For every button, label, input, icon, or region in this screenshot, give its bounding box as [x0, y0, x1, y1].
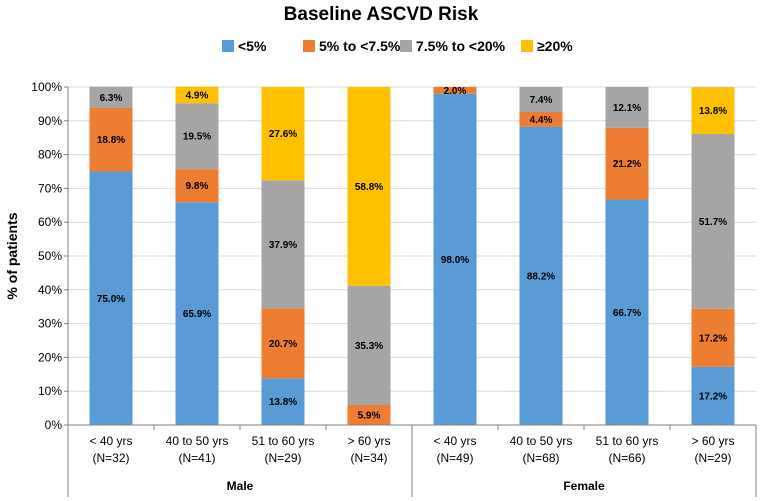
data-label: 6.3%	[100, 93, 123, 104]
data-label: 17.2%	[699, 391, 727, 402]
y-tick-label: 0%	[45, 418, 63, 432]
bar-segment	[175, 169, 219, 203]
x-tick-sublabel: (N=32)	[92, 451, 129, 465]
x-tick-label: 51 to 60 yrs	[252, 434, 315, 448]
x-tick-label: > 60 yrs	[347, 434, 390, 448]
chart-title: Baseline ASCVD Risk	[284, 4, 479, 25]
bar-segment	[433, 93, 477, 425]
data-label: 88.2%	[527, 271, 555, 282]
bar-segment	[691, 133, 735, 309]
legend-item: <5%	[222, 38, 267, 54]
y-tick-label: 30%	[38, 317, 62, 331]
y-tick-label: 90%	[38, 114, 62, 128]
legend-swatch	[521, 40, 533, 52]
legend-label: 5% to <7.5%	[319, 38, 401, 54]
x-tick-sublabel: (N=29)	[264, 451, 301, 465]
group-label: Male	[227, 479, 254, 493]
y-tick-label: 50%	[38, 249, 62, 263]
bar-segment	[89, 171, 133, 425]
data-label: 4.9%	[186, 90, 209, 101]
data-label: 66.7%	[613, 308, 641, 319]
legend-item: 7.5% to <20%	[400, 38, 506, 54]
x-tick-label: < 40 yrs	[89, 434, 132, 448]
bar-segment	[605, 199, 649, 425]
y-tick-label: 20%	[38, 350, 62, 364]
legend-label: <5%	[238, 38, 267, 54]
x-tick-label: < 40 yrs	[433, 434, 476, 448]
legend: <5% 5% to <7.5% 7.5% to <20% ≥20%	[222, 38, 573, 54]
x-tick-sublabel: (N=34)	[350, 451, 387, 465]
bar-segment	[89, 107, 133, 172]
legend-swatch	[400, 40, 412, 52]
data-label: 7.4%	[530, 95, 553, 106]
data-label: 37.9%	[269, 240, 297, 251]
legend-item: ≥20%	[521, 38, 573, 54]
x-tick-sublabel: (N=66)	[608, 451, 645, 465]
x-tick-sublabel: (N=41)	[178, 451, 215, 465]
group-label: Female	[563, 479, 605, 493]
x-tick-label: 40 to 50 yrs	[166, 434, 229, 448]
x-tick-label: 51 to 60 yrs	[596, 434, 659, 448]
data-label: 19.5%	[183, 132, 211, 143]
bar-segment	[89, 86, 133, 108]
data-label: 12.1%	[613, 103, 641, 114]
bar-segment	[433, 87, 477, 94]
bar-segment	[261, 378, 305, 425]
legend-label: 7.5% to <20%	[416, 38, 506, 54]
bar-segment	[691, 366, 735, 425]
y-tick-label: 40%	[38, 283, 62, 297]
bar-segment	[519, 126, 563, 425]
data-label: 75.0%	[97, 294, 125, 305]
bar-segment	[691, 308, 735, 367]
bar-segment	[347, 285, 391, 406]
axes: < 40 yrs (N=32) 40 to 50 yrs (N=41) 51 to 60…	[67, 87, 757, 497]
data-label: 98.0%	[441, 255, 469, 266]
y-tick-label: 80%	[38, 148, 62, 162]
data-label: 65.9%	[183, 309, 211, 320]
data-label: 27.6%	[269, 129, 297, 140]
x-tick-label: 40 to 50 yrs	[510, 434, 573, 448]
data-label: 9.8%	[186, 181, 209, 192]
bar-segment	[261, 87, 305, 181]
bar-segment	[519, 112, 563, 127]
x-tick-sublabel: (N=49)	[436, 451, 473, 465]
x-tick-sublabel: (N=68)	[522, 451, 559, 465]
data-label: 2.0%	[444, 86, 467, 97]
bar-segment	[175, 202, 219, 425]
legend-item: 5% to <7.5%	[303, 38, 401, 54]
bar-segment	[691, 87, 735, 134]
data-label: 4.4%	[530, 115, 553, 126]
bar-segment	[347, 87, 391, 286]
bar-segment	[261, 180, 305, 309]
data-label: 5.9%	[358, 411, 381, 422]
data-label: 20.7%	[269, 339, 297, 350]
bar-segment	[175, 103, 219, 170]
data-label: 17.2%	[699, 333, 727, 344]
bar-segment	[605, 127, 649, 200]
data-label: 21.2%	[613, 159, 641, 170]
y-tick-label: 100%	[31, 80, 62, 94]
y-tick-label: 10%	[38, 384, 62, 398]
legend-label: ≥20%	[537, 38, 573, 54]
legend-swatch	[222, 40, 234, 52]
bars: 75.0% 18.8% 6.3% 65.9% 9.8% 19.5% 4.9% 13.8% 20.…	[89, 86, 735, 425]
bar-segment	[175, 86, 219, 104]
legend-swatch	[303, 40, 315, 52]
bar-segment	[347, 405, 391, 425]
data-label: 58.8%	[355, 182, 383, 193]
data-label: 35.3%	[355, 341, 383, 352]
data-label: 13.8%	[699, 106, 727, 117]
data-label: 13.8%	[269, 397, 297, 408]
y-axis-label: % of patients	[4, 212, 20, 299]
y-tick-label: 70%	[38, 181, 62, 195]
x-tick-sublabel: (N=29)	[694, 451, 731, 465]
x-tick-label: > 60 yrs	[691, 434, 734, 448]
data-label: 18.8%	[97, 135, 125, 146]
data-label: 51.7%	[699, 217, 727, 228]
y-tick-label: 60%	[38, 215, 62, 229]
bar-segment	[261, 308, 305, 379]
bar-segment	[519, 87, 563, 113]
bar-segment	[605, 87, 649, 128]
